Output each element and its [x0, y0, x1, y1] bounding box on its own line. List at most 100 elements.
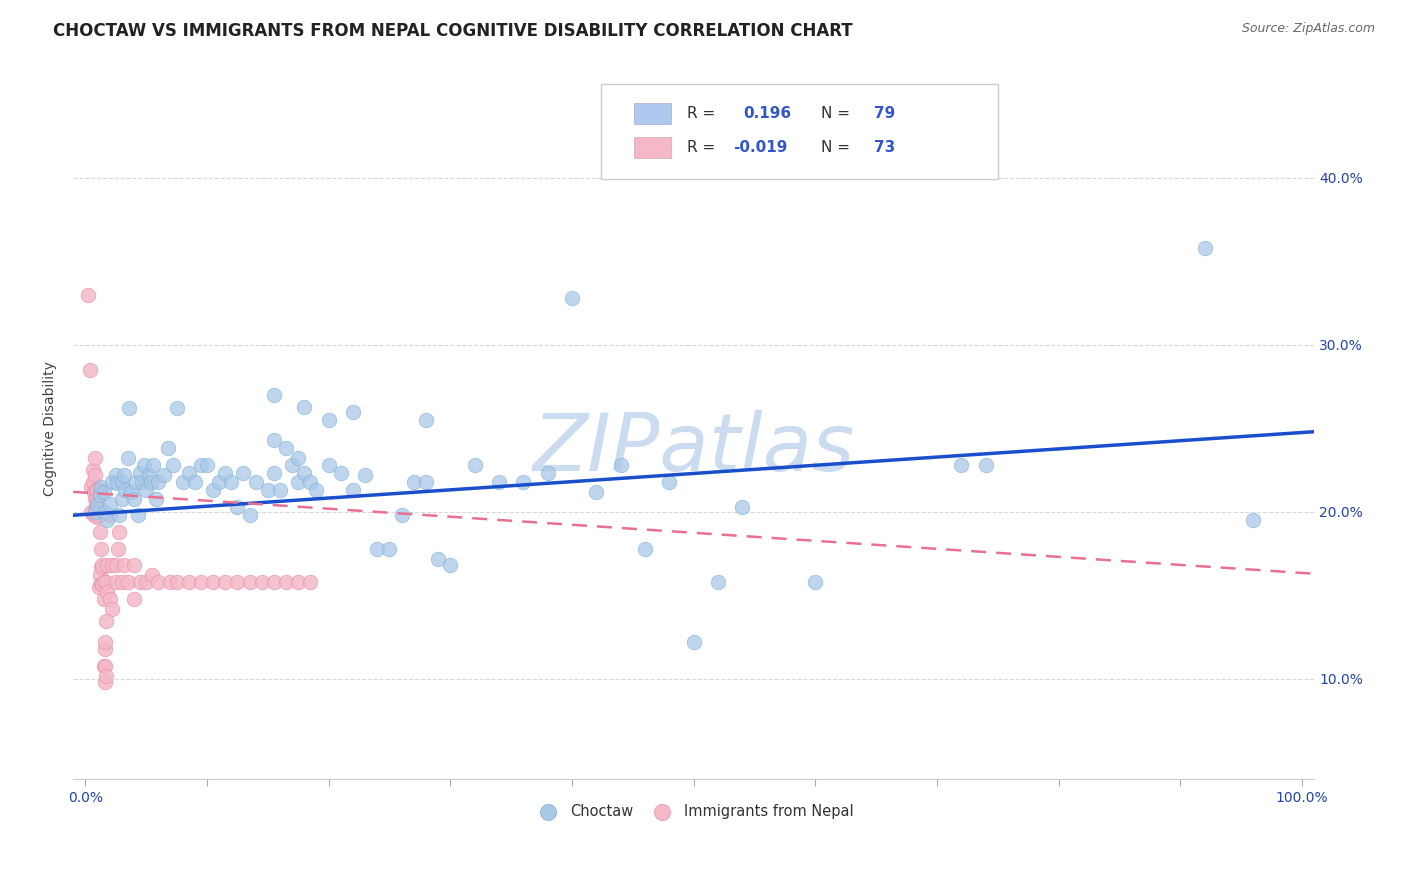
Point	[93, 635, 115, 649]
Point	[111, 475, 134, 489]
Point	[107, 541, 129, 556]
Point	[84, 468, 107, 483]
Text: -0.019: -0.019	[734, 140, 787, 155]
Point	[111, 491, 134, 506]
Point	[707, 575, 730, 590]
Point	[84, 483, 107, 498]
Point	[91, 558, 114, 573]
Y-axis label: Cognitive Disability: Cognitive Disability	[44, 361, 58, 496]
Point	[342, 404, 364, 418]
Point	[122, 558, 145, 573]
Point	[90, 576, 112, 591]
FancyBboxPatch shape	[600, 85, 998, 179]
Point	[219, 475, 242, 489]
Point	[105, 476, 128, 491]
Point	[195, 458, 218, 472]
Point	[118, 401, 141, 416]
Point	[464, 458, 486, 472]
Point	[292, 467, 315, 481]
Point	[226, 500, 249, 514]
Point	[274, 575, 297, 590]
Point	[96, 585, 118, 599]
Point	[263, 388, 285, 402]
Point	[108, 508, 131, 523]
Point	[1241, 513, 1264, 527]
FancyBboxPatch shape	[634, 137, 671, 158]
Point	[682, 635, 704, 649]
Point	[82, 463, 104, 477]
Point	[974, 458, 997, 472]
Point	[250, 575, 273, 590]
Point	[89, 568, 111, 582]
Point	[391, 508, 413, 523]
Point	[90, 541, 112, 556]
Point	[804, 575, 827, 590]
Point	[90, 480, 112, 494]
Point	[1194, 241, 1216, 255]
Legend: Choctaw, Immigrants from Nepal: Choctaw, Immigrants from Nepal	[527, 798, 859, 824]
Point	[135, 483, 157, 498]
Point	[82, 475, 104, 489]
Point	[135, 575, 157, 590]
Point	[214, 575, 236, 590]
Point	[114, 483, 136, 498]
Point	[93, 675, 115, 690]
Point	[108, 524, 131, 539]
Point	[93, 484, 115, 499]
Point	[366, 541, 388, 556]
Point	[79, 363, 101, 377]
Point	[89, 524, 111, 539]
Point	[299, 475, 322, 489]
Point	[91, 576, 114, 591]
Point	[585, 484, 607, 499]
Text: R =: R =	[688, 140, 720, 155]
Point	[98, 508, 121, 523]
Point	[93, 505, 115, 519]
Point	[609, 458, 631, 472]
Point	[378, 541, 401, 556]
Point	[536, 467, 558, 481]
Point	[111, 575, 134, 590]
Point	[274, 442, 297, 456]
Text: 79: 79	[873, 106, 894, 121]
Point	[439, 558, 461, 573]
Point	[94, 614, 117, 628]
Text: 73: 73	[873, 140, 894, 155]
Point	[76, 287, 98, 301]
Point	[561, 291, 583, 305]
Point	[208, 475, 231, 489]
Point	[354, 468, 377, 483]
Point	[172, 475, 194, 489]
Point	[87, 500, 110, 514]
Text: CHOCTAW VS IMMIGRANTS FROM NEPAL COGNITIVE DISABILITY CORRELATION CHART: CHOCTAW VS IMMIGRANTS FROM NEPAL COGNITI…	[53, 22, 853, 40]
Point	[93, 575, 115, 590]
Text: N =: N =	[821, 140, 855, 155]
Point	[342, 483, 364, 498]
Point	[512, 475, 534, 489]
Point	[214, 467, 236, 481]
Point	[112, 558, 135, 573]
Point	[202, 483, 225, 498]
Point	[287, 451, 309, 466]
Point	[121, 484, 143, 499]
Point	[145, 491, 167, 506]
Point	[86, 497, 108, 511]
Point	[156, 442, 179, 456]
Text: ZIPatlas: ZIPatlas	[533, 410, 855, 489]
Point	[950, 458, 973, 472]
Point	[83, 484, 105, 499]
Point	[287, 575, 309, 590]
Point	[318, 413, 340, 427]
Point	[292, 400, 315, 414]
Point	[84, 505, 107, 519]
Point	[80, 505, 103, 519]
Point	[86, 483, 108, 498]
Point	[153, 468, 176, 483]
Point	[87, 508, 110, 523]
Point	[256, 483, 278, 498]
Point	[122, 491, 145, 506]
Text: Source: ZipAtlas.com: Source: ZipAtlas.com	[1241, 22, 1375, 36]
Point	[658, 475, 681, 489]
Point	[127, 508, 149, 523]
Point	[263, 575, 285, 590]
